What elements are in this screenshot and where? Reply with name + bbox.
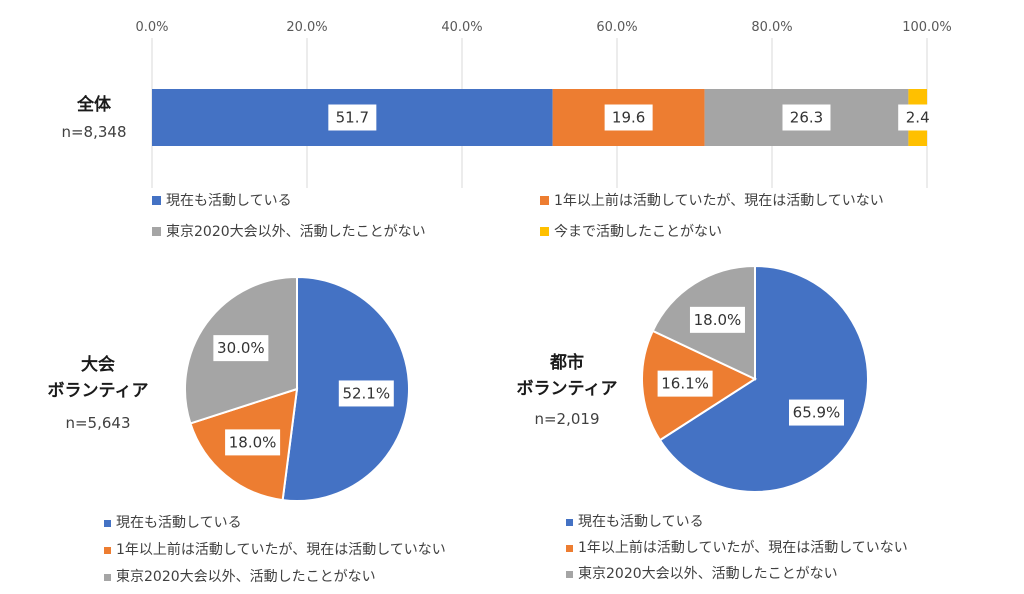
toshi-pie-legend: 現在も活動している 1年以上前は活動していたが、現在は活動していない東京2020大… <box>566 514 908 582</box>
legend-item-label: 現在も活動している <box>116 515 242 531</box>
bar-x-tick-label: 20.0% <box>286 20 327 35</box>
bar-data-label-box <box>898 104 938 131</box>
bar-data-label-box <box>782 104 831 131</box>
legend-item-label: 東京2020大会以外、活動したことがない <box>578 566 838 582</box>
legend-swatch <box>566 545 573 552</box>
bar-data-label: 26.3 <box>790 109 823 127</box>
pie-label-box <box>213 335 269 362</box>
taikai-title-line2: ボランティア <box>48 381 149 401</box>
bar-x-tick-label: 60.0% <box>596 20 637 35</box>
stacked-bar-chart: 0.0% 20.0% 40.0% 60.0% 80.0% 100.0% 全体 n=8,34… <box>61 20 951 240</box>
bar-x-tick-label: 100.0% <box>902 20 952 35</box>
taikai-pie-labels: 52.1% 18.0% 30.0% <box>213 335 394 456</box>
taikai-pie-legend: 現在も活動している 1年以上前は活動していたが、現在は活動していない東京2020大… <box>104 515 446 585</box>
taikai-title-line1: 大会 <box>81 354 115 375</box>
toshi-n-label: n=2,019 <box>534 410 599 428</box>
bar-data-label: 51.7 <box>336 109 369 127</box>
toshi-volunteer-pie-chart: 都市 ボランティア n=2,019 65.9% 16.1% 18.0% 現在も活動し… <box>517 264 908 582</box>
pie-data-label: 18.0% <box>694 311 742 329</box>
legend-item-label: 東京2020大会以外、活動したことがない <box>166 224 426 240</box>
legend-item-label: 現在も活動している <box>578 514 704 530</box>
overall-n-label: n=8,348 <box>61 123 126 141</box>
toshi-title-line2: ボランティア <box>517 379 618 399</box>
pie-data-label: 16.1% <box>661 375 709 393</box>
legend-swatch <box>566 571 573 578</box>
legend-swatch <box>104 547 111 554</box>
pie-label-box <box>225 429 281 456</box>
legend-item-label: 1年以上前は活動していたが、現在は活動していない <box>554 192 884 209</box>
pie-data-label: 65.9% <box>793 404 841 422</box>
overall-group-title: 全体 <box>76 94 112 115</box>
legend-item-label: 今まで活動したことがない <box>554 224 722 240</box>
bar-x-tick-label: 40.0% <box>441 20 482 35</box>
bar-data-label-box <box>604 104 653 131</box>
legend-swatch <box>540 196 549 205</box>
legend-swatch <box>152 227 161 236</box>
bar-tick-labels: 0.0% 20.0% 40.0% 60.0% 80.0% 100.0% <box>135 20 951 35</box>
pie-data-label: 52.1% <box>342 384 390 402</box>
legend-swatch <box>152 196 161 205</box>
legend-swatch <box>104 520 111 527</box>
legend-item-label: 1年以上前は活動していたが、現在は活動していない <box>116 541 446 558</box>
bar-data-label-box <box>328 104 377 131</box>
legend-swatch <box>540 227 549 236</box>
bar-legend: 現在も活動している 1年以上前は活動していたが、現在は活動していない東京2020大… <box>152 192 884 240</box>
legend-item-label: 東京2020大会以外、活動したことがない <box>116 569 376 585</box>
toshi-pie-labels: 65.9% 16.1% 18.0% <box>657 306 844 426</box>
legend-swatch <box>566 519 573 526</box>
taikai-n-label: n=5,643 <box>65 414 130 432</box>
pie-label-box <box>689 306 745 333</box>
bar-x-tick-label: 80.0% <box>751 20 792 35</box>
bar-data-label: 2.4 <box>906 109 930 127</box>
toshi-title-line1: 都市 <box>549 352 584 373</box>
pie-label-box <box>788 399 844 426</box>
pie-data-label: 30.0% <box>217 339 265 357</box>
pie-label-box <box>338 380 394 407</box>
bar-data-label: 19.6 <box>612 109 645 127</box>
pie-slice <box>658 264 869 493</box>
legend-item-label: 現在も活動している <box>166 193 292 209</box>
bar-data-labels: 51.7 19.6 26.3 2.4 <box>328 104 938 131</box>
legend-swatch <box>104 574 111 581</box>
legend-item-label: 1年以上前は活動していたが、現在は活動していない <box>578 539 908 556</box>
bar-x-tick-label: 0.0% <box>135 20 168 35</box>
pie-label-box <box>657 370 713 397</box>
pie-data-label: 18.0% <box>229 433 277 451</box>
taikai-volunteer-pie-chart: 大会 ボランティア n=5,643 52.1% 18.0% 30.0% 現在も活動し… <box>48 275 446 585</box>
